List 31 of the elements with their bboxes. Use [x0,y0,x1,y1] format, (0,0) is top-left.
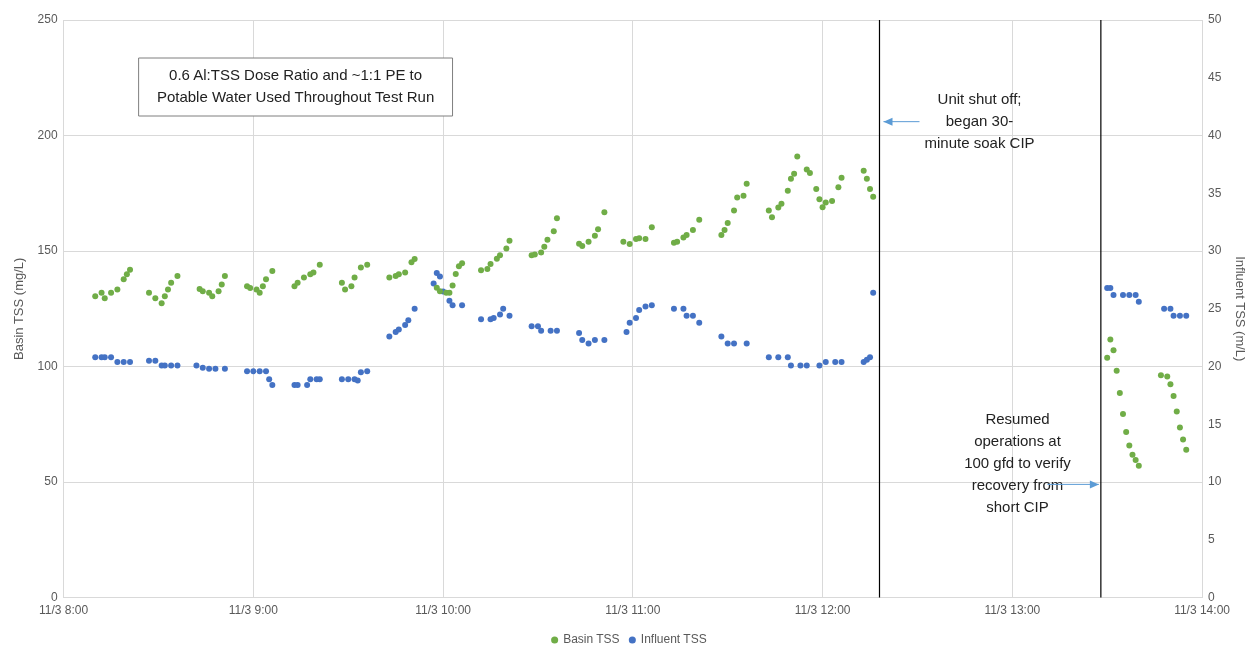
x-tick-label: 11/3 10:00 [415,603,472,618]
x-tick-label: 11/3 11:00 [605,603,661,618]
annotation: Resumed operations at 100 gfd to verify recovery from short CIP [964,409,1072,515]
y2-tick-label: 35 [1208,185,1222,200]
y2-tick-label: 0 [1208,589,1216,604]
annotation: Unit shut off; began 30- minute soak CIP [924,89,1035,151]
y-tick-label: 150 [37,243,58,258]
y2-axis-title: Influent TSS (m/L) [1232,256,1248,362]
y2-tick-label: 10 [1208,474,1222,489]
x-tick-label: 11/3 13:00 [984,603,1041,618]
y-axis-title: Basin TSS (mg/L) [11,257,27,360]
y2-tick-label: 40 [1208,127,1222,142]
y-tick-label: 0 [50,589,58,604]
legend-label: Influent TSS [640,632,707,647]
y2-tick-label: 30 [1208,243,1222,258]
y2-tick-label: 50 [1208,12,1222,27]
y-tick-label: 100 [37,358,58,373]
x-tick-label: 11/3 9:00 [228,603,279,618]
legend-label: Basin TSS [563,632,620,647]
annotation: 0.6 Al:TSS Dose Ratio and ~1:1 PE to Potable Water Used Throughout Test Run [156,66,435,106]
y2-tick-label: 5 [1208,532,1216,547]
x-tick-label: 11/3 8:00 [39,603,89,618]
y-tick-label: 250 [37,12,58,27]
y2-tick-label: 15 [1208,416,1222,431]
y-tick-label: 200 [37,127,58,142]
y2-tick-label: 45 [1208,70,1222,85]
y2-tick-label: 20 [1208,358,1222,373]
y-tick-label: 50 [44,474,58,489]
x-tick-label: 11/3 14:00 [1174,603,1231,618]
y2-tick-label: 25 [1208,301,1222,316]
x-tick-label: 11/3 12:00 [794,603,851,618]
